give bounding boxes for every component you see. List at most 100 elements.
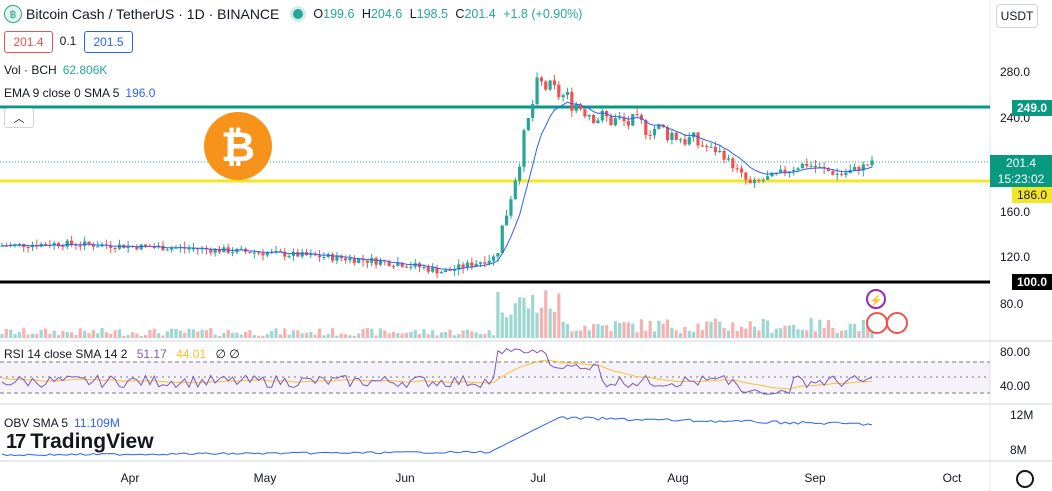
volume-bar <box>78 328 82 338</box>
volume-bar <box>757 330 761 338</box>
candle-body <box>783 169 787 173</box>
buy-price-button[interactable]: 201.5 <box>84 31 133 53</box>
candle-body <box>635 114 639 116</box>
candle-body <box>161 245 165 251</box>
volume-bar <box>418 333 422 338</box>
volume-bar <box>709 322 713 338</box>
candle-body <box>409 266 413 268</box>
sell-price-button[interactable]: 201.4 <box>4 31 53 53</box>
candle-body <box>65 240 69 247</box>
volume-bar <box>452 335 456 338</box>
volume-bar <box>374 335 378 338</box>
candle-body <box>357 258 361 263</box>
volume-legend[interactable]: Vol · BCH 62.806K <box>4 63 108 77</box>
volume-bar <box>370 328 374 338</box>
volume-bar <box>722 327 726 338</box>
volume-bar <box>352 335 356 338</box>
tradingview-logo[interactable]: 17 TradingView <box>6 430 154 453</box>
volume-bar <box>487 330 491 338</box>
volume-bar <box>809 318 813 338</box>
candle-body <box>309 253 313 256</box>
candle-body <box>809 165 813 167</box>
gear-icon[interactable] <box>1016 470 1034 488</box>
volume-bar <box>257 335 261 338</box>
candle-body <box>583 109 587 117</box>
candle-body <box>109 245 113 248</box>
currency-selector[interactable]: USDT <box>996 4 1038 28</box>
volume-bar <box>222 332 226 338</box>
candle-body <box>287 255 291 257</box>
candle-body <box>496 253 500 257</box>
candle-body <box>152 247 156 249</box>
candle-body <box>422 267 426 269</box>
volume-bar <box>117 329 122 338</box>
candle-body <box>200 248 204 250</box>
chevron-up-icon: ︿ <box>13 113 25 125</box>
volume-bar <box>261 335 265 338</box>
obv-tick-label: 12M <box>1010 408 1033 422</box>
volume-bar <box>196 331 200 338</box>
volume-bar <box>665 319 670 338</box>
candle-body <box>792 169 796 172</box>
volume-bar <box>822 327 826 338</box>
volume-bar <box>344 334 348 338</box>
candle-body <box>487 260 491 264</box>
candle-body <box>448 270 452 272</box>
candle-body <box>444 270 448 273</box>
candle-body <box>705 145 709 148</box>
candle-body <box>126 245 130 249</box>
candle-body <box>557 85 561 98</box>
obv-legend[interactable]: OBV SMA 5 11.109M <box>4 416 120 430</box>
volume-bar <box>183 332 187 338</box>
candle-body <box>261 253 265 256</box>
candle-body <box>548 80 552 90</box>
volume-bar <box>844 330 848 338</box>
volume-bar <box>509 314 513 338</box>
candle-body <box>726 158 731 160</box>
collapse-legend-button[interactable]: ︿ <box>4 108 34 128</box>
candle-body <box>861 164 865 171</box>
rsi-legend[interactable]: RSI 14 close SMA 14 2 51.17 44.01 ∅ ∅ <box>4 347 240 361</box>
us-flag-icon <box>866 312 888 334</box>
volume-bar <box>570 331 574 338</box>
candle-body <box>257 252 261 254</box>
candle-body <box>426 267 430 272</box>
volume-bar <box>731 322 735 338</box>
volume-bar <box>30 333 35 338</box>
price-tick-label: 280.0 <box>1000 65 1030 79</box>
volume-bar <box>252 335 256 338</box>
volume-bar <box>839 330 844 338</box>
candle-body <box>766 176 770 180</box>
volume-bar <box>774 328 778 338</box>
candle-body <box>796 168 800 170</box>
candle-body <box>165 249 169 251</box>
x-tick-label: Aug <box>667 471 688 485</box>
price-tag-186: 186.0 <box>1012 187 1052 203</box>
us-flag-icon <box>886 312 908 334</box>
volume-bar <box>705 321 709 338</box>
candle-body <box>770 172 774 177</box>
candle-body <box>870 160 874 166</box>
volume-bar <box>130 332 135 338</box>
countdown-tag: 15:23:02 <box>990 171 1052 187</box>
ema-legend[interactable]: EMA 9 close 0 SMA 5 196.0 <box>4 86 156 100</box>
x-tick-label: Jun <box>395 471 414 485</box>
volume-bar <box>322 335 326 338</box>
x-tick-label: Jul <box>530 471 545 485</box>
candle-body <box>835 173 839 175</box>
candle-body <box>483 262 487 264</box>
volume-bar <box>191 329 195 338</box>
volume-bar <box>648 320 652 338</box>
price-tick-label: 80.0 <box>1000 297 1024 311</box>
price-tag-100: 100.0 <box>1012 274 1052 290</box>
candle-body <box>387 261 391 266</box>
volume-bar <box>779 328 783 338</box>
volume-bar <box>761 318 765 338</box>
volume-bar <box>587 330 591 338</box>
x-tick-label: Oct <box>943 471 962 485</box>
candle-body <box>217 248 222 253</box>
candle-body <box>709 146 713 148</box>
symbol-title[interactable]: Bitcoin Cash / TetherUS · 1D · BINANCE <box>26 6 280 22</box>
candle-body <box>613 118 617 126</box>
